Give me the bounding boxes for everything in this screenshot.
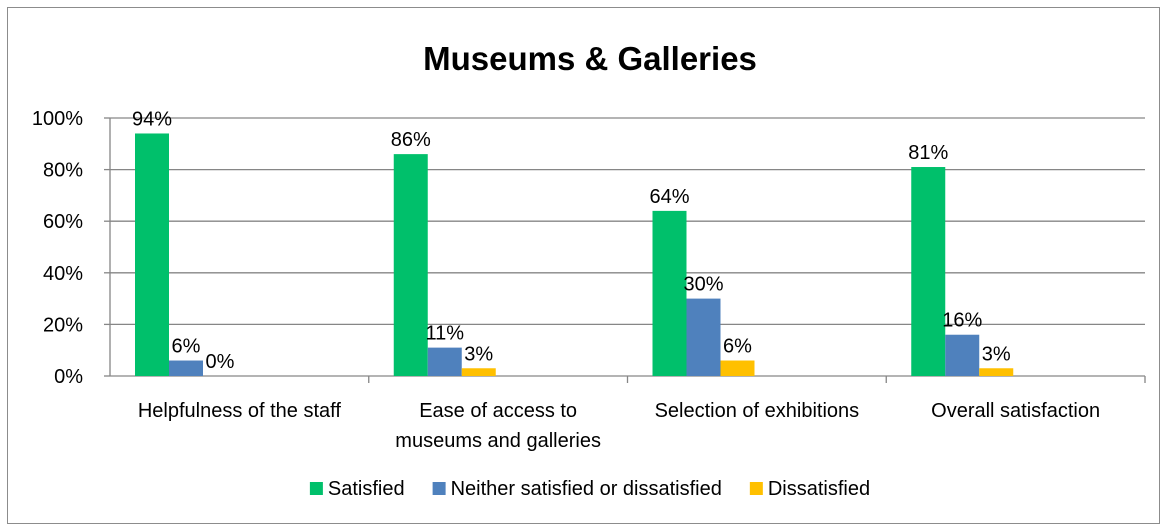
data-label: 0%: [206, 351, 235, 373]
legend: Satisfied Neither satisfied or dissatisfi…: [309, 478, 870, 500]
y-tick-label: 0%: [54, 366, 83, 388]
legend-swatch: [309, 482, 323, 495]
legend-swatch: [432, 482, 446, 495]
data-label: 64%: [649, 186, 689, 208]
bar: [169, 360, 203, 376]
x-category-label: museums and galleries: [395, 430, 601, 452]
data-label: 6%: [723, 336, 752, 358]
bar: [945, 334, 980, 376]
y-tick-label: 60%: [43, 211, 83, 233]
legend-item: Satisfied: [309, 478, 405, 500]
chart-frame: [7, 7, 1160, 524]
legend-swatch: [749, 482, 763, 495]
legend-item: Dissatisfied: [749, 478, 870, 500]
data-label: 3%: [464, 343, 493, 365]
x-category-label: Overall satisfaction: [931, 400, 1100, 422]
data-label: 11%: [425, 323, 464, 345]
data-label: 3%: [982, 343, 1011, 365]
x-category-label: Helpfulness of the staff: [138, 400, 342, 422]
bar: [461, 368, 496, 376]
bar: [911, 167, 946, 376]
data-label: 86%: [391, 129, 431, 151]
bars: [135, 133, 1014, 376]
data-label: 16%: [942, 310, 982, 332]
bar: [393, 154, 428, 376]
bar: [135, 133, 169, 376]
x-category-label: Selection of exhibitions: [655, 400, 860, 422]
x-category-label: Ease of access to: [419, 400, 577, 422]
bar: [979, 368, 1014, 376]
legend-label: Neither satisfied or dissatisfied: [451, 478, 722, 500]
data-label: 94%: [132, 108, 172, 130]
bar: [686, 298, 721, 376]
data-label: 81%: [908, 142, 948, 164]
y-tick-label: 20%: [43, 314, 83, 336]
data-label: 30%: [683, 274, 723, 296]
y-tick-label: 100%: [32, 108, 83, 130]
y-tick-label: 80%: [43, 160, 83, 182]
bar: [720, 360, 755, 376]
legend-label: Satisfied: [328, 478, 405, 500]
data-label: 6%: [172, 336, 201, 358]
legend-item: Neither satisfied or dissatisfied: [432, 478, 722, 500]
axes: 0% 20% 40% 60% 80% 100% Helpfulness of the sta…: [32, 108, 1146, 452]
gridlines: [110, 117, 1145, 326]
y-tick-label: 40%: [43, 263, 83, 285]
bar: [652, 210, 687, 376]
data-labels: 94%6%0%86%11%3%64%30%6%81%16%3%: [132, 108, 1011, 373]
legend-label: Dissatisfied: [768, 478, 870, 500]
chart-title: Museums & Galleries: [423, 40, 757, 77]
bar: [427, 347, 462, 376]
